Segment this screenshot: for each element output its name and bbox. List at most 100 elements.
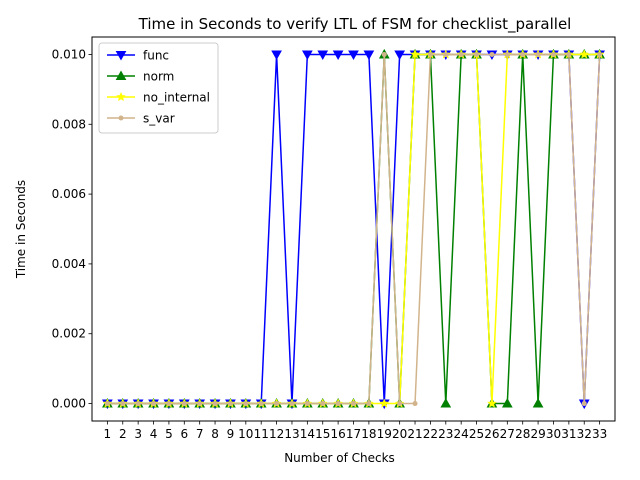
data-point-s_var xyxy=(366,401,372,407)
legend-marker-no_internal xyxy=(116,91,126,102)
x-axis-label: Number of Checks xyxy=(284,451,395,465)
data-point-func xyxy=(317,50,329,60)
x-tick-label: 5 xyxy=(165,427,173,441)
y-tick-label: 0.004 xyxy=(52,257,86,271)
x-tick-label: 13 xyxy=(284,427,299,441)
data-point-s_var xyxy=(274,401,280,407)
legend-label-norm: norm xyxy=(143,70,174,84)
data-point-s_var xyxy=(335,401,341,407)
data-point-s_var xyxy=(520,51,526,57)
data-point-norm xyxy=(532,398,544,408)
x-tick-label: 24 xyxy=(454,427,469,441)
x-tick-label: 8 xyxy=(211,427,219,441)
x-tick-label: 9 xyxy=(227,427,235,441)
data-point-s_var xyxy=(427,51,433,57)
legend-label-no_internal: no_internal xyxy=(143,91,210,105)
x-tick-label: 18 xyxy=(361,427,376,441)
data-point-s_var xyxy=(227,401,233,407)
data-point-s_var xyxy=(197,401,203,407)
x-tick-label: 32 xyxy=(577,427,592,441)
data-point-no_internal xyxy=(410,49,420,59)
data-point-s_var xyxy=(412,401,418,407)
series-s_var xyxy=(104,51,603,407)
x-tick-label: 6 xyxy=(180,427,188,441)
data-point-s_var xyxy=(381,51,387,57)
data-point-s_var xyxy=(474,51,480,57)
data-point-s_var xyxy=(397,401,403,407)
x-tick-label: 2 xyxy=(119,427,127,441)
data-point-s_var xyxy=(320,401,326,407)
x-tick-label: 27 xyxy=(500,427,515,441)
data-point-no_internal xyxy=(379,398,390,408)
legend-marker-norm xyxy=(115,70,127,80)
x-tick-label: 30 xyxy=(546,427,561,441)
x-tick-label: 21 xyxy=(407,427,422,441)
data-point-s_var xyxy=(304,401,310,407)
legend-entry-no_internal: no_internal xyxy=(107,91,210,105)
x-tick-label: 16 xyxy=(330,427,345,441)
data-point-s_var xyxy=(489,51,495,57)
x-tick-label: 12 xyxy=(269,427,284,441)
data-point-func xyxy=(301,50,313,60)
data-point-s_var xyxy=(258,401,264,407)
data-point-s_var xyxy=(243,401,249,407)
data-point-s_var xyxy=(581,401,587,407)
x-tick-label: 33 xyxy=(592,427,607,441)
chart-title: Time in Seconds to verify LTL of FSM for… xyxy=(138,15,572,34)
data-point-s_var xyxy=(443,51,449,57)
data-point-func xyxy=(332,50,344,60)
x-tick-label: 1 xyxy=(104,427,112,441)
x-tick-label: 31 xyxy=(561,427,576,441)
data-point-s_var xyxy=(166,401,172,407)
x-tick-label: 14 xyxy=(300,427,315,441)
x-tick-label: 4 xyxy=(150,427,158,441)
y-tick-label: 0.000 xyxy=(52,397,86,411)
x-tick-label: 11 xyxy=(254,427,269,441)
data-point-s_var xyxy=(289,401,295,407)
x-tick-label: 28 xyxy=(515,427,530,441)
legend-marker-func xyxy=(115,51,127,61)
data-point-func xyxy=(394,50,406,60)
legend-label-func: func xyxy=(143,49,169,63)
data-point-no_internal xyxy=(487,398,497,408)
legend-marker-s_var xyxy=(118,115,124,121)
data-point-func xyxy=(271,50,282,60)
x-tick-label: 25 xyxy=(469,427,484,441)
data-point-norm xyxy=(440,398,452,408)
data-point-no_internal xyxy=(579,49,590,59)
data-point-s_var xyxy=(535,51,541,57)
legend-entry-s_var: s_var xyxy=(107,112,175,126)
x-tick-label: 29 xyxy=(530,427,545,441)
data-point-s_var xyxy=(597,51,603,57)
data-point-norm xyxy=(501,398,513,408)
legend-entry-norm: norm xyxy=(107,70,174,84)
y-tick-label: 0.008 xyxy=(52,117,86,131)
x-tick-label: 19 xyxy=(377,427,392,441)
x-tick-label: 22 xyxy=(423,427,438,441)
x-tick-label: 23 xyxy=(438,427,453,441)
legend-label-s_var: s_var xyxy=(143,112,175,126)
data-point-func xyxy=(348,50,359,60)
data-point-func xyxy=(363,50,375,60)
legend-entry-func: func xyxy=(107,49,169,63)
data-point-s_var xyxy=(181,401,187,407)
x-tick-label: 10 xyxy=(238,427,253,441)
x-tick-label: 3 xyxy=(134,427,142,441)
x-tick-label: 17 xyxy=(346,427,361,441)
data-point-s_var xyxy=(351,401,356,407)
data-point-s_var xyxy=(504,51,510,57)
data-point-s_var xyxy=(550,51,556,57)
data-point-s_var xyxy=(458,51,464,57)
x-tick-label: 20 xyxy=(392,427,407,441)
legend-box xyxy=(98,42,219,134)
y-axis-label: Time in Seconds xyxy=(14,180,28,279)
x-tick-label: 26 xyxy=(484,427,499,441)
data-point-s_var xyxy=(120,401,126,407)
data-point-s_var xyxy=(104,401,110,407)
plot-area: 1 2 3 4 5 6 7 8 9 10 11 12 13 14 15 16 17 18 19 20 21 22 23 24 2… xyxy=(52,36,616,441)
y-tick-label: 0.006 xyxy=(52,187,86,201)
legend: func norm no_internal s_var xyxy=(98,42,219,134)
y-tick-label: 0.010 xyxy=(52,47,86,61)
